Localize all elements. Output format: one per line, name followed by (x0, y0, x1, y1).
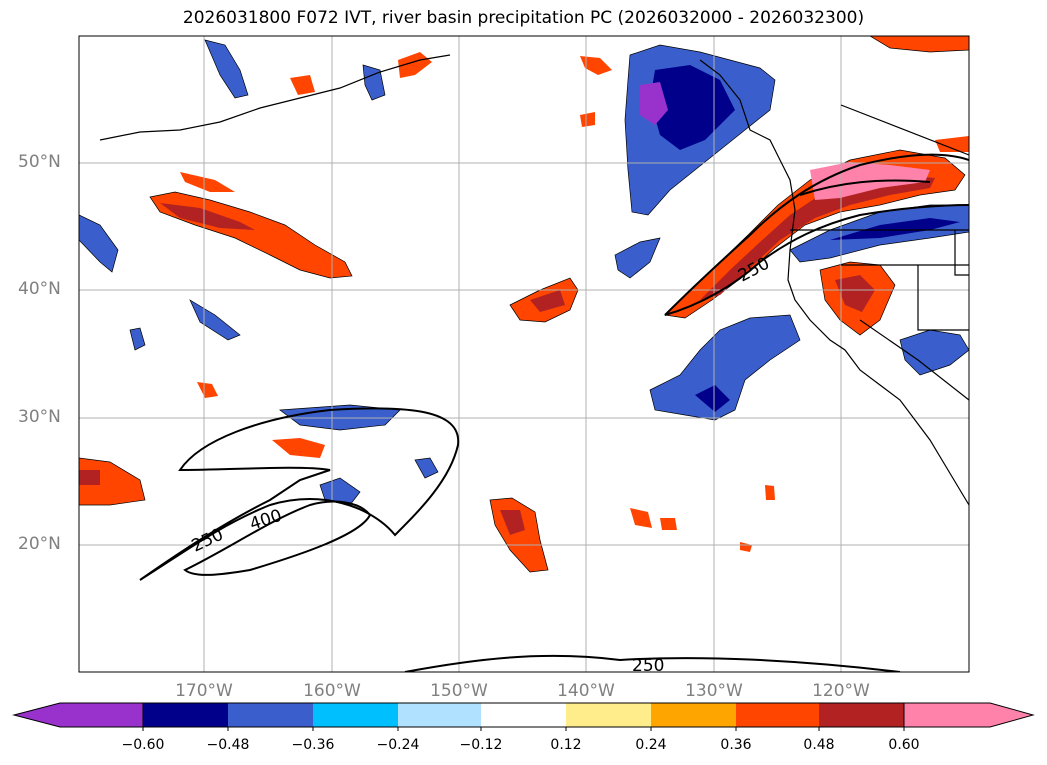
lon-label-130w: 130°W (685, 681, 743, 701)
coastlines (99, 54, 969, 506)
colorbar-tick: −0.24 (376, 737, 420, 753)
lat-label-30n: 30°N (18, 407, 61, 427)
colorbar-tick: 0.60 (888, 737, 920, 753)
map-background (79, 36, 969, 672)
colorbar-tick: 0.48 (803, 737, 835, 753)
lat-label-40n: 40°N (18, 279, 61, 299)
colorbar-tick: −0.48 (206, 737, 250, 753)
colorbar-tick: 0.24 (635, 737, 667, 753)
colorbar (12, 702, 1035, 731)
map-frame (78, 35, 970, 673)
plot-title: 2026031800 F072 IVT, river basin precipi… (182, 8, 865, 28)
colorbar-tick: −0.12 (459, 737, 503, 753)
colorbar-extend-max (903, 702, 1035, 728)
colorbar-tick: −0.36 (291, 737, 335, 753)
colorbar-tick: 0.36 (720, 737, 752, 753)
lon-label-140w: 140°W (557, 681, 615, 701)
ivt-contours (139, 153, 969, 672)
precipitation-pc-shading (79, 36, 969, 573)
lon-label-150w: 150°W (430, 681, 488, 701)
colorbar-tick: 0.12 (550, 737, 582, 753)
contour-label-250-south: 250 (632, 656, 664, 676)
graticule (79, 36, 969, 672)
lat-label-50n: 50°N (18, 152, 61, 172)
colorbar-tick: −0.60 (121, 737, 165, 753)
lon-label-170w: 170°W (175, 681, 233, 701)
lon-label-160w: 160°W (303, 681, 361, 701)
colorbar-extend-min (12, 702, 144, 728)
lon-label-120w: 120°W (812, 681, 870, 701)
lat-label-20n: 20°N (18, 534, 61, 554)
